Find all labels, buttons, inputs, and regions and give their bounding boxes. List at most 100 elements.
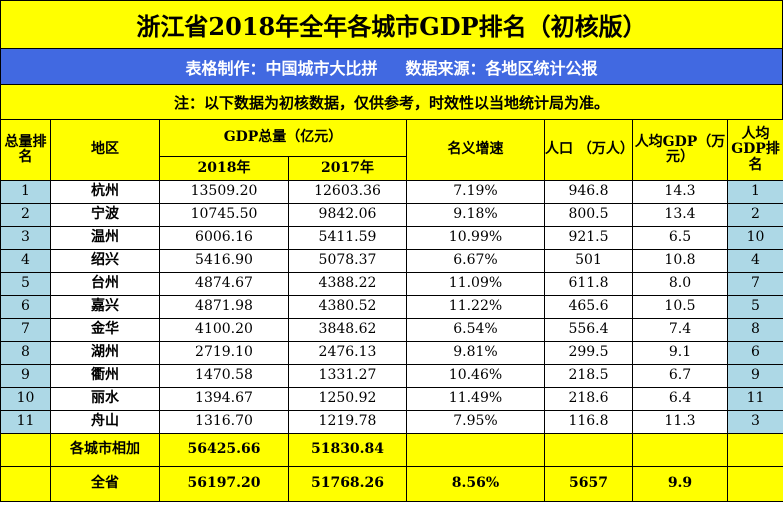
- gdp-2018-cell: 13509.20: [159, 180, 289, 204]
- region-cell: 绍兴: [50, 249, 160, 273]
- per-capita-rank-cell: 10: [727, 226, 783, 250]
- header-2018: 2018年: [159, 156, 289, 181]
- per-capita-cell: 14.3: [632, 180, 728, 204]
- growth-cell: 11.22%: [406, 295, 545, 319]
- gdp-2017-cell: 2476.13: [288, 341, 407, 365]
- total-gdp-2017: 51768.26: [288, 466, 407, 502]
- sum-gdp-2018: 56425.66: [159, 433, 289, 467]
- region-cell: 台州: [50, 272, 160, 296]
- region-cell: 湖州: [50, 341, 160, 365]
- table-body: 总量排名 地区 GDP总量（亿元） 名义增速 人口 （万人） 人均GDP（万元）…: [0, 119, 783, 502]
- header-2017: 2017年: [288, 156, 407, 181]
- gdp-2018-cell: 4100.20: [159, 318, 289, 342]
- growth-cell: 10.46%: [406, 364, 545, 388]
- gdp-2017-cell: 4388.22: [288, 272, 407, 296]
- per-capita-cell: 8.0: [632, 272, 728, 296]
- city-row: 9 衢州 1470.58 1331.27 10.46% 218.5 6.7 9: [0, 364, 783, 388]
- total-blank-cell: [0, 466, 51, 502]
- growth-cell: 7.19%: [406, 180, 545, 204]
- growth-cell: 9.81%: [406, 341, 545, 365]
- header-row-top: 总量排名 地区 GDP总量（亿元） 名义增速 人口 （万人） 人均GDP（万元）…: [0, 119, 783, 181]
- gdp-2017-cell: 1219.78: [288, 410, 407, 434]
- population-cell: 800.5: [544, 203, 633, 227]
- rank-cell: 3: [0, 226, 51, 250]
- gdp-2017-cell: 1250.92: [288, 387, 407, 411]
- gdp-2017-cell: 1331.27: [288, 364, 407, 388]
- city-row: 4 绍兴 5416.90 5078.37 6.67% 501 10.8 4: [0, 249, 783, 273]
- rank-cell: 6: [0, 295, 51, 319]
- region-cell: 宁波: [50, 203, 160, 227]
- sum-per-capita-blank: [632, 433, 728, 467]
- rank-cell: 9: [0, 364, 51, 388]
- gdp-2017-cell: 5078.37: [288, 249, 407, 273]
- per-capita-rank-cell: 6: [727, 341, 783, 365]
- population-cell: 946.8: [544, 180, 633, 204]
- city-row: 7 金华 4100.20 3848.62 6.54% 556.4 7.4 8: [0, 318, 783, 342]
- sum-pop-blank: [544, 433, 633, 467]
- disclaimer-note: 注：以下数据为初核数据，仅供参考，时效性以当地统计局为准。: [173, 93, 609, 112]
- rank-cell: 1: [0, 180, 51, 204]
- city-row: 6 嘉兴 4871.98 4380.52 11.22% 465.6 10.5 5: [0, 295, 783, 319]
- header-row-bottom: 2018年 2017年: [1, 156, 783, 181]
- per-capita-rank-cell: 3: [727, 410, 783, 434]
- city-row: 5 台州 4874.67 4388.22 11.09% 611.8 8.0 7: [0, 272, 783, 296]
- maker-credit: 表格制作：中国城市大比拼: [185, 58, 378, 78]
- gdp-table: 总量排名 地区 GDP总量（亿元） 名义增速 人口 （万人） 人均GDP（万元）…: [0, 119, 783, 502]
- rank-cell: 10: [0, 387, 51, 411]
- city-row: 8 湖州 2719.10 2476.13 9.81% 299.5 9.1 6: [0, 341, 783, 365]
- region-cell: 舟山: [50, 410, 160, 434]
- gdp-2018-cell: 4874.67: [159, 272, 289, 296]
- region-cell: 丽水: [50, 387, 160, 411]
- total-population: 5657: [544, 466, 633, 502]
- population-cell: 501: [544, 249, 633, 273]
- population-cell: 299.5: [544, 341, 633, 365]
- growth-cell: 7.95%: [406, 410, 545, 434]
- growth-cell: 10.99%: [406, 226, 545, 250]
- rank-cell: 7: [0, 318, 51, 342]
- rank-cell: 5: [0, 272, 51, 296]
- sum-rank-blank: [727, 433, 783, 467]
- credit-banner: 表格制作：中国城市大比拼 数据来源：各地区统计公报: [0, 48, 783, 84]
- region-cell: 衢州: [50, 364, 160, 388]
- population-cell: 611.8: [544, 272, 633, 296]
- city-row: 1 杭州 13509.20 12603.36 7.19% 946.8 14.3 1: [0, 180, 783, 204]
- sum-gdp-2017: 51830.84: [288, 433, 407, 467]
- sheet-title: 浙江省2018年全年各城市GDP排名（初核版）: [136, 12, 647, 41]
- header-population: 人口 （万人）: [544, 119, 633, 181]
- gdp-2017-cell: 5411.59: [288, 226, 407, 250]
- per-capita-rank-cell: 2: [727, 203, 783, 227]
- province-total-row: 全省 56197.20 51768.26 8.56% 5657 9.9: [0, 466, 783, 502]
- note-banner: 注：以下数据为初核数据，仅供参考，时效性以当地统计局为准。: [0, 84, 783, 120]
- header-rank: 总量排名: [0, 119, 51, 181]
- per-capita-cell: 10.8: [632, 249, 728, 273]
- gdp-2018-cell: 6006.16: [159, 226, 289, 250]
- per-capita-rank-cell: 5: [727, 295, 783, 319]
- title-banner: 浙江省2018年全年各城市GDP排名（初核版）: [0, 0, 783, 48]
- total-per-capita: 9.9: [632, 466, 728, 502]
- region-cell: 温州: [50, 226, 160, 250]
- rank-cell: 2: [0, 203, 51, 227]
- per-capita-cell: 10.5: [632, 295, 728, 319]
- city-row: 10 丽水 1394.67 1250.92 11.49% 218.6 6.4 11: [0, 387, 783, 411]
- growth-cell: 11.49%: [406, 387, 545, 411]
- sum-growth-blank: [406, 433, 545, 467]
- gdp-2018-cell: 5416.90: [159, 249, 289, 273]
- population-cell: 556.4: [544, 318, 633, 342]
- source-credit: 数据来源：各地区统计公报: [405, 58, 598, 78]
- city-row: 2 宁波 10745.50 9842.06 9.18% 800.5 13.4 2: [0, 203, 783, 227]
- header-per-capita-rank: 人均GDP排名: [727, 119, 783, 181]
- per-capita-rank-cell: 8: [727, 318, 783, 342]
- total-rank-blank: [727, 466, 783, 502]
- growth-cell: 9.18%: [406, 203, 545, 227]
- per-capita-cell: 6.5: [632, 226, 728, 250]
- gdp-2018-cell: 2719.10: [159, 341, 289, 365]
- per-capita-rank-cell: 9: [727, 364, 783, 388]
- gdp-2018-cell: 1470.58: [159, 364, 289, 388]
- header-gdp: GDP总量（亿元）: [159, 119, 407, 157]
- region-cell: 杭州: [50, 180, 160, 204]
- per-capita-cell: 6.4: [632, 387, 728, 411]
- sum-row: 各城市相加 56425.66 51830.84: [0, 433, 783, 467]
- population-cell: 218.5: [544, 364, 633, 388]
- gdp-2017-cell: 9842.06: [288, 203, 407, 227]
- per-capita-cell: 11.3: [632, 410, 728, 434]
